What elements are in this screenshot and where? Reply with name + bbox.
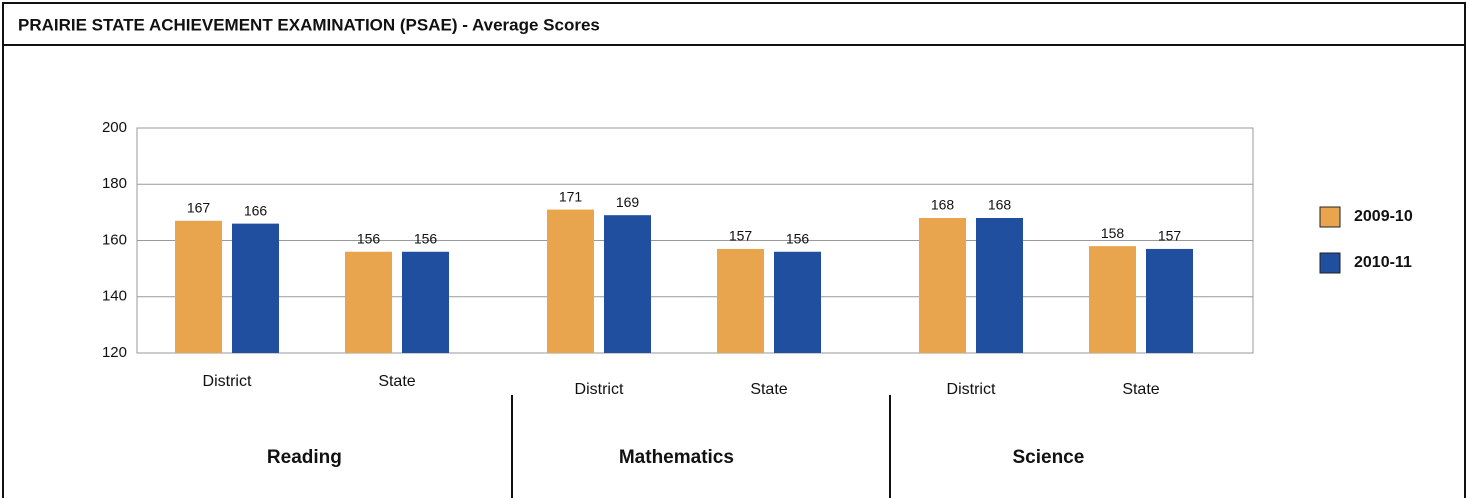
value-label: 158 — [1101, 225, 1125, 241]
bar — [175, 220, 222, 353]
chart-title: PRAIRIE STATE ACHIEVEMENT EXAMINATION (P… — [18, 15, 600, 34]
value-label: 156 — [414, 230, 438, 246]
legend-swatch — [1319, 252, 1341, 274]
group-label: Mathematics — [619, 447, 734, 468]
y-tick-label: 120 — [102, 344, 127, 361]
y-tick-label: 180 — [102, 175, 127, 192]
value-label: 156 — [786, 230, 810, 246]
bar — [604, 215, 651, 353]
bar — [345, 251, 392, 353]
value-label: 157 — [1158, 228, 1182, 244]
legend-label: 2010-11 — [1354, 254, 1412, 271]
x-tick-label: District — [947, 381, 996, 398]
x-tick-label: State — [750, 381, 787, 398]
bar — [774, 251, 821, 353]
x-tick-label: District — [575, 381, 624, 398]
value-label: 169 — [616, 194, 640, 210]
bar — [919, 218, 966, 353]
bar — [717, 248, 764, 353]
bar — [1146, 248, 1193, 353]
value-label: 168 — [931, 197, 955, 213]
value-label: 156 — [357, 230, 381, 246]
value-label: 157 — [729, 228, 753, 244]
y-tick-label: 160 — [102, 231, 127, 248]
value-label: 171 — [559, 188, 583, 204]
y-tick-label: 140 — [102, 288, 127, 305]
value-label: 168 — [988, 197, 1012, 213]
bar — [402, 251, 449, 353]
value-label: 166 — [244, 202, 268, 218]
x-tick-label: District — [203, 373, 252, 390]
bar — [976, 218, 1023, 353]
bar — [232, 223, 279, 353]
group-label: Reading — [267, 447, 342, 468]
group-label: Science — [1012, 447, 1084, 468]
legend-label: 2009-10 — [1354, 208, 1413, 225]
legend-swatch — [1319, 206, 1341, 228]
bar — [547, 209, 594, 353]
bar — [1089, 246, 1136, 353]
x-tick-label: State — [1122, 381, 1159, 398]
value-label: 167 — [187, 200, 211, 216]
y-tick-label: 200 — [102, 119, 127, 136]
x-tick-label: State — [378, 373, 415, 390]
